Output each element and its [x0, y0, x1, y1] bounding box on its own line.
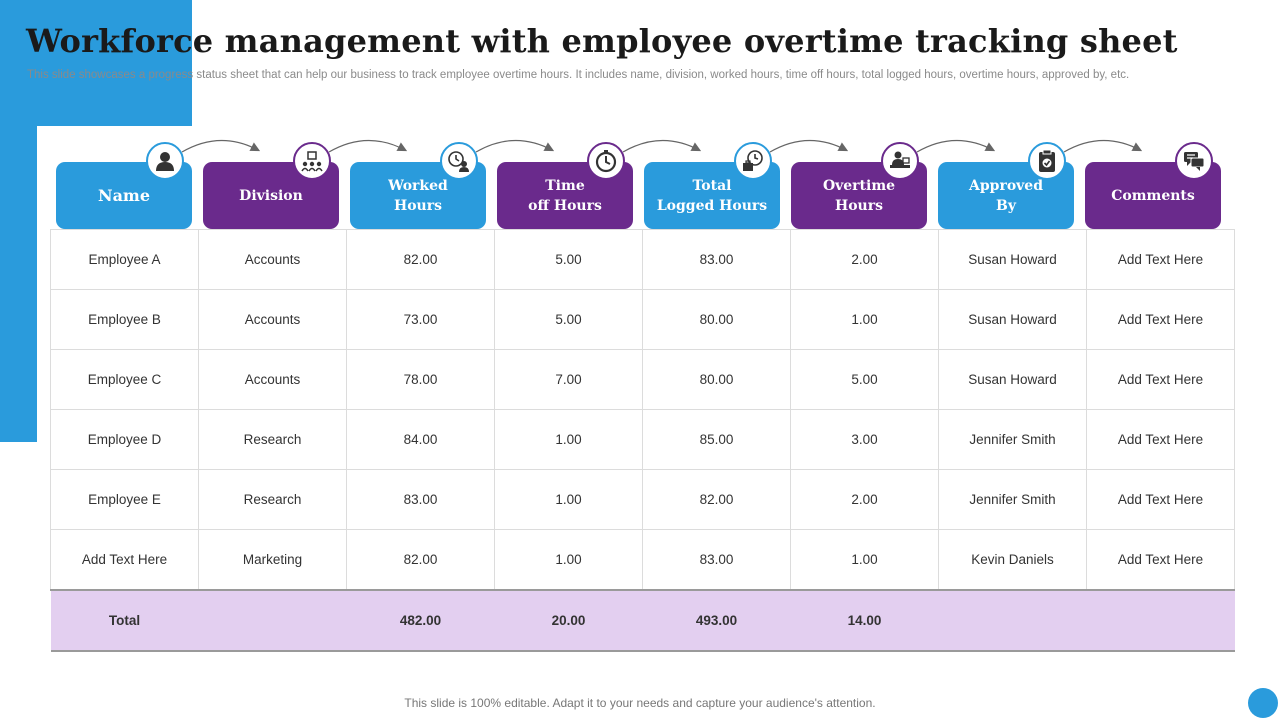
cell-total-logged-hours: 82.00 [642, 469, 791, 530]
cell-comments: Add Text Here [1086, 469, 1235, 530]
cell-comments: Add Text Here [1086, 229, 1235, 290]
total-comments [1086, 589, 1235, 652]
connector-arrow [475, 139, 555, 153]
cell-time-off-hours: 1.00 [494, 469, 643, 530]
connector-arrow [181, 139, 261, 153]
data-grid: Employee A Accounts 82.00 5.00 83.00 2.0… [50, 229, 1235, 652]
cell-approved-by: Kevin Daniels [938, 529, 1087, 591]
cell-overtime-hours: 3.00 [790, 409, 939, 470]
briefcase-clock-icon [734, 142, 772, 180]
total-approved-by [938, 589, 1087, 652]
user-icon [146, 142, 184, 180]
cell-overtime-hours: 2.00 [790, 229, 939, 290]
total-worked-hours: 482.00 [346, 589, 495, 652]
cell-total-logged-hours: 80.00 [642, 349, 791, 410]
decorative-dot [1248, 688, 1278, 718]
cell-division: Marketing [198, 529, 347, 591]
stopwatch-icon [587, 142, 625, 180]
cell-total-logged-hours: 85.00 [642, 409, 791, 470]
cell-worked-hours: 83.00 [346, 469, 495, 530]
cell-comments: Add Text Here [1086, 529, 1235, 591]
cell-time-off-hours: 1.00 [494, 529, 643, 591]
cell-overtime-hours: 1.00 [790, 529, 939, 591]
cell-division: Accounts [198, 229, 347, 290]
cell-approved-by: Susan Howard [938, 289, 1087, 350]
total-overtime-hours: 14.00 [790, 589, 939, 652]
connector-arrows [181, 139, 1143, 153]
cell-name: Add Text Here [50, 529, 199, 591]
clipboard-check-icon [1028, 142, 1066, 180]
clock-user-icon [440, 142, 478, 180]
cell-worked-hours: 82.00 [346, 229, 495, 290]
organization-icon [293, 142, 331, 180]
cell-total-logged-hours: 83.00 [642, 229, 791, 290]
cell-comments: Add Text Here [1086, 289, 1235, 350]
table-row: Employee A Accounts 82.00 5.00 83.00 2.0… [50, 229, 1235, 290]
connector-arrow [916, 139, 996, 153]
total-row: Total 482.00 20.00 493.00 14.00 [50, 589, 1235, 652]
cell-name: Employee C [50, 349, 199, 410]
table-row: Add Text Here Marketing 82.00 1.00 83.00… [50, 529, 1235, 591]
cell-division: Research [198, 469, 347, 530]
table-row: Employee C Accounts 78.00 7.00 80.00 5.0… [50, 349, 1235, 410]
cell-total-logged-hours: 83.00 [642, 529, 791, 591]
cell-time-off-hours: 1.00 [494, 409, 643, 470]
cell-overtime-hours: 5.00 [790, 349, 939, 410]
connector-arrow [622, 139, 702, 153]
connector-arrow [1063, 139, 1143, 153]
footer-note: This slide is 100% editable. Adapt it to… [404, 696, 876, 710]
cell-overtime-hours: 1.00 [790, 289, 939, 350]
cell-name: Employee A [50, 229, 199, 290]
cell-worked-hours: 84.00 [346, 409, 495, 470]
cell-worked-hours: 82.00 [346, 529, 495, 591]
overtime-table: Name Division Worked Hours Time off Hour… [50, 138, 1235, 652]
cell-time-off-hours: 5.00 [494, 289, 643, 350]
cell-comments: Add Text Here [1086, 349, 1235, 410]
cell-name: Employee E [50, 469, 199, 530]
table-row: Employee E Research 83.00 1.00 82.00 2.0… [50, 469, 1235, 530]
cell-name: Employee D [50, 409, 199, 470]
cell-worked-hours: 73.00 [346, 289, 495, 350]
cell-approved-by: Jennifer Smith [938, 469, 1087, 530]
cell-division: Accounts [198, 349, 347, 410]
total-division [198, 589, 347, 652]
decorative-blue-bar [0, 0, 37, 442]
chat-bubbles-icon [1175, 142, 1213, 180]
table-row: Employee B Accounts 73.00 5.00 80.00 1.0… [50, 289, 1235, 350]
cell-total-logged-hours: 80.00 [642, 289, 791, 350]
cell-approved-by: Jennifer Smith [938, 409, 1087, 470]
total-time-off-hours: 20.00 [494, 589, 643, 652]
table-row: Employee D Research 84.00 1.00 85.00 3.0… [50, 409, 1235, 470]
desk-worker-icon [881, 142, 919, 180]
total-label: Total [50, 589, 199, 652]
page-subtitle: This slide showcases a progress status s… [27, 69, 1130, 81]
connector-arrow [328, 139, 408, 153]
cell-worked-hours: 78.00 [346, 349, 495, 410]
connector-arrow [769, 139, 849, 153]
cell-approved-by: Susan Howard [938, 229, 1087, 290]
cell-overtime-hours: 2.00 [790, 469, 939, 530]
cell-division: Research [198, 409, 347, 470]
cell-approved-by: Susan Howard [938, 349, 1087, 410]
total-logged-hours: 493.00 [642, 589, 791, 652]
table-header: Name Division Worked Hours Time off Hour… [50, 142, 1230, 229]
cell-division: Accounts [198, 289, 347, 350]
cell-comments: Add Text Here [1086, 409, 1235, 470]
cell-time-off-hours: 5.00 [494, 229, 643, 290]
cell-time-off-hours: 7.00 [494, 349, 643, 410]
cell-name: Employee B [50, 289, 199, 350]
page-title: Workforce management with employee overt… [26, 22, 1178, 60]
